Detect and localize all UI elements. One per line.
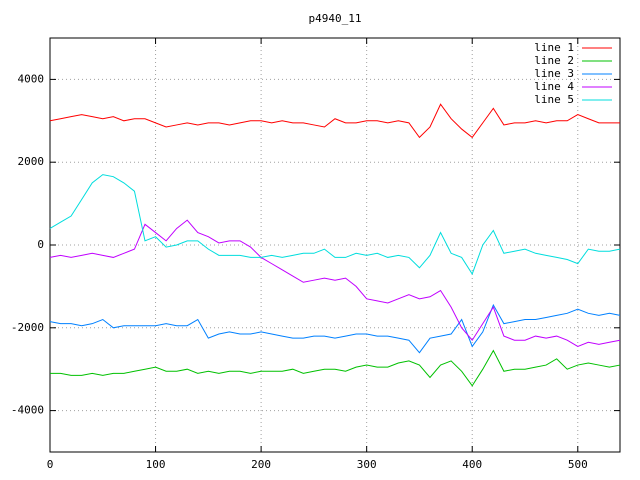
plot-frame bbox=[49, 37, 621, 453]
legend-label: line 1 bbox=[534, 41, 574, 54]
x-tick-label: 400 bbox=[462, 458, 482, 471]
line-series bbox=[49, 174, 621, 276]
legend-label: line 3 bbox=[534, 67, 574, 80]
y-tick-label: 4000 bbox=[18, 72, 45, 85]
x-tick-label: 200 bbox=[251, 458, 271, 471]
line-series bbox=[49, 103, 620, 139]
legend-label: line 4 bbox=[534, 80, 574, 93]
legend-label: line 5 bbox=[534, 93, 574, 106]
x-tick-label: 100 bbox=[146, 458, 166, 471]
line-series bbox=[49, 219, 621, 347]
x-tick-label: 300 bbox=[357, 458, 377, 471]
y-tick-label: -4000 bbox=[11, 404, 44, 417]
line-series bbox=[50, 349, 621, 387]
x-tick-label: 0 bbox=[47, 458, 54, 471]
y-tick-label: 0 bbox=[37, 238, 44, 251]
x-tick-label: 500 bbox=[568, 458, 588, 471]
y-tick-label: -2000 bbox=[11, 321, 44, 334]
y-tick-label: 2000 bbox=[18, 155, 45, 168]
chart-title: p4940_11 bbox=[309, 12, 362, 25]
line-series bbox=[49, 303, 621, 354]
legend-label: line 2 bbox=[534, 54, 574, 67]
